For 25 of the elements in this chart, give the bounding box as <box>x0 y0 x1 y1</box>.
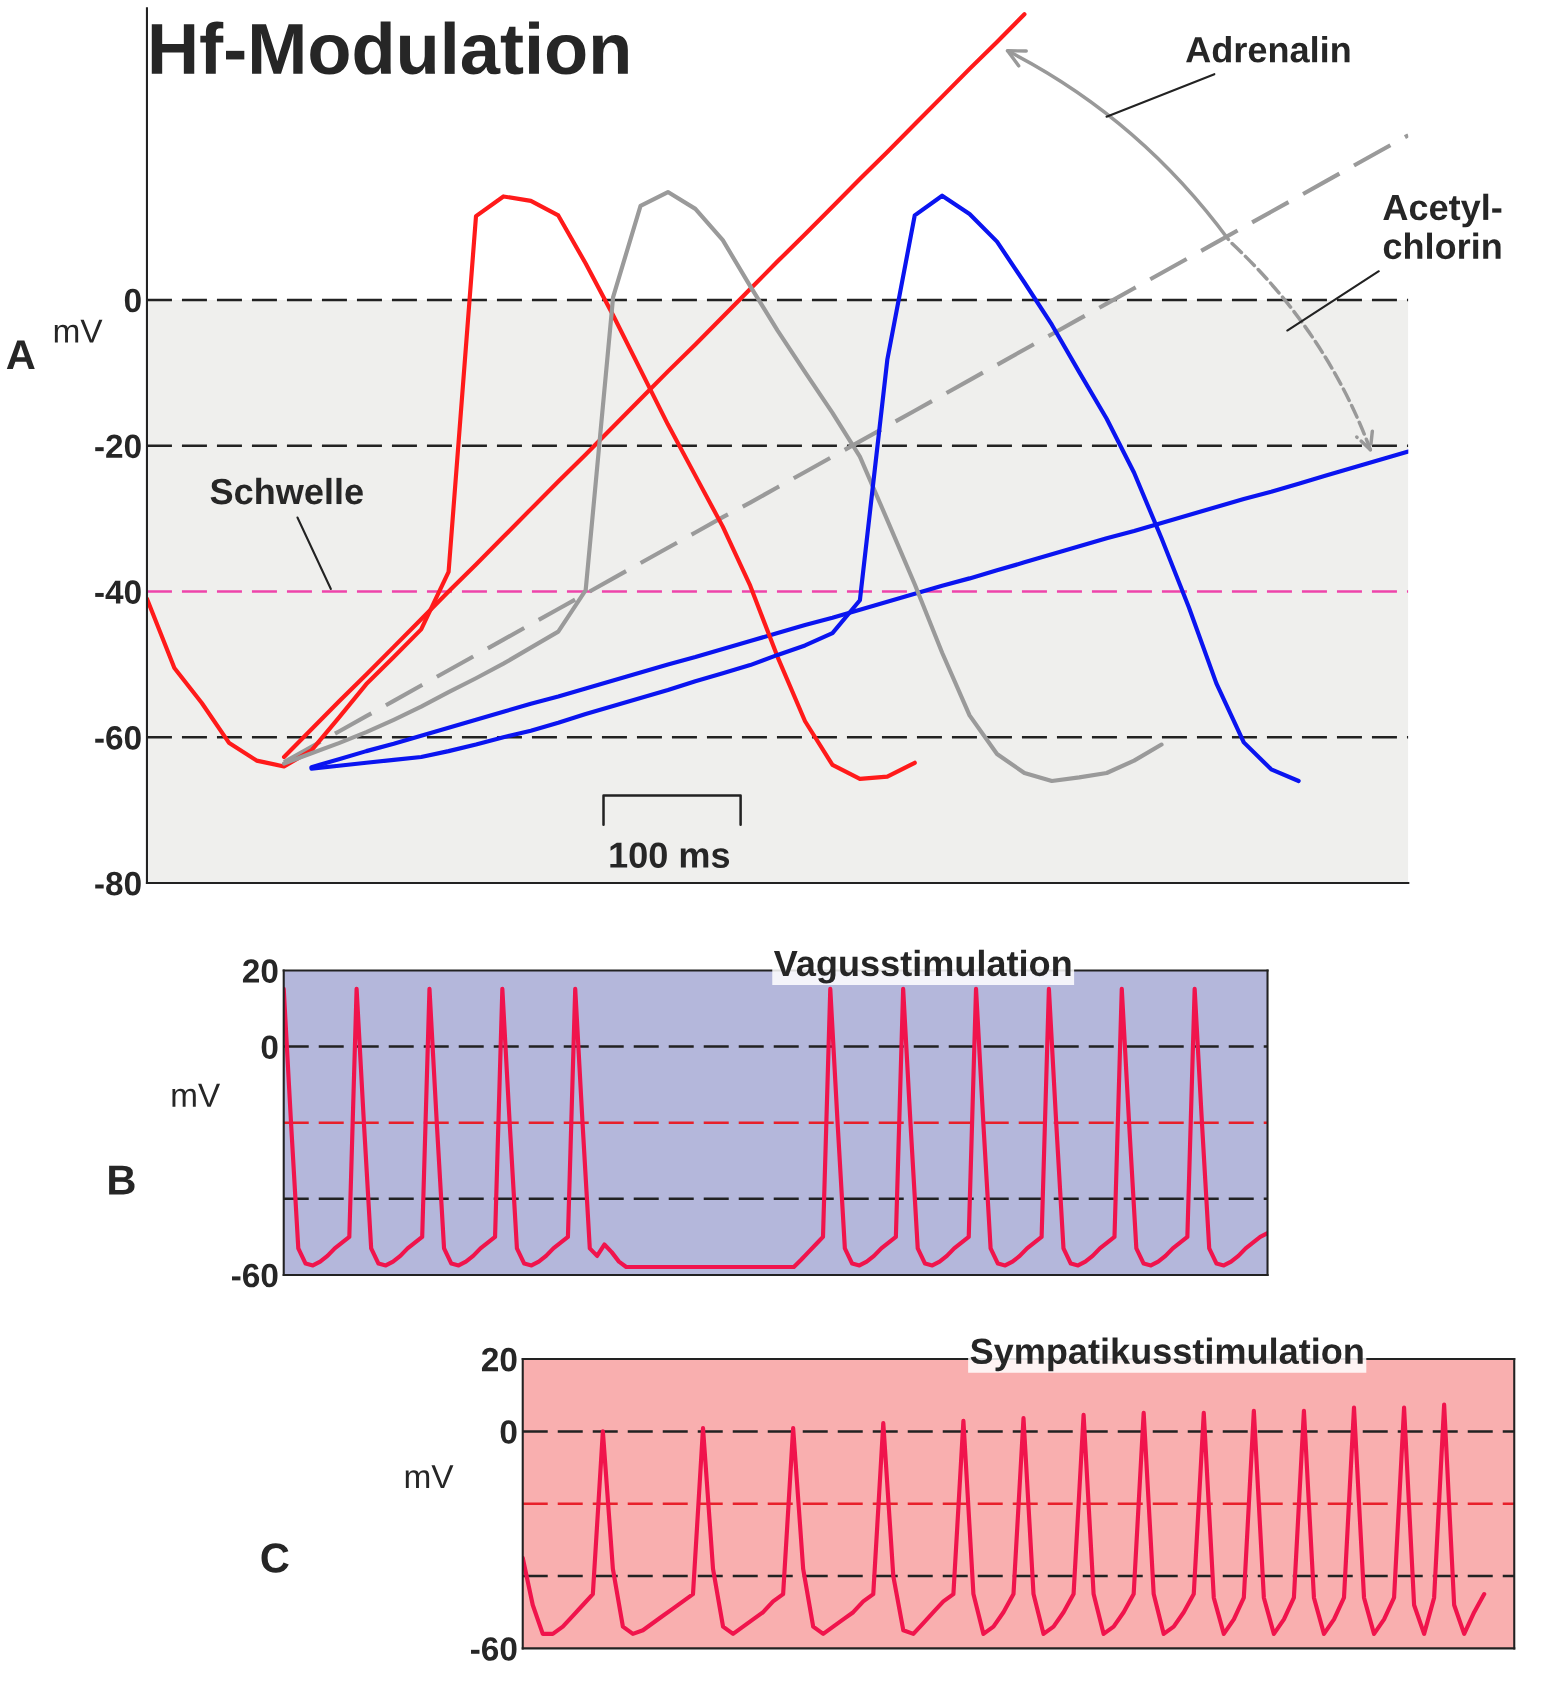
y-tick-label: 20 <box>242 959 278 983</box>
y-axis-title: mV <box>172 1083 221 1107</box>
text: C <box>261 1543 289 1573</box>
line-series <box>522 1402 1487 1636</box>
ref-line-label: Schwelle <box>210 477 363 505</box>
y-tick-label: -80 <box>95 871 141 896</box>
y-tick-label: 0 <box>500 1420 517 1444</box>
y-tick-label: -60 <box>471 1637 517 1661</box>
y-tick-label: 0 <box>124 288 141 313</box>
y-tick-label: -40 <box>95 580 141 604</box>
chart-title: Sympatikusstimulation <box>970 1337 1363 1372</box>
chart-title: Hf-Modulation <box>151 21 628 75</box>
y-tick-label: 0 <box>261 1035 278 1060</box>
annotation: Adrenalin <box>1186 36 1350 63</box>
annotation: Acetyl- chlorin <box>1383 193 1502 260</box>
y-tick-label: 20 <box>481 1347 517 1372</box>
chart-title: Vagusstimulation <box>773 949 1071 984</box>
y-axis-title: mV <box>54 319 103 343</box>
annotation: 100 ms <box>610 842 730 868</box>
y-tick-label: -60 <box>232 1263 278 1288</box>
y-tick-label: -20 <box>95 434 141 459</box>
y-axis-title: mV <box>405 1465 454 1489</box>
y-tick-label: -60 <box>95 726 141 750</box>
text: B <box>109 1165 135 1195</box>
text: A <box>6 340 35 370</box>
